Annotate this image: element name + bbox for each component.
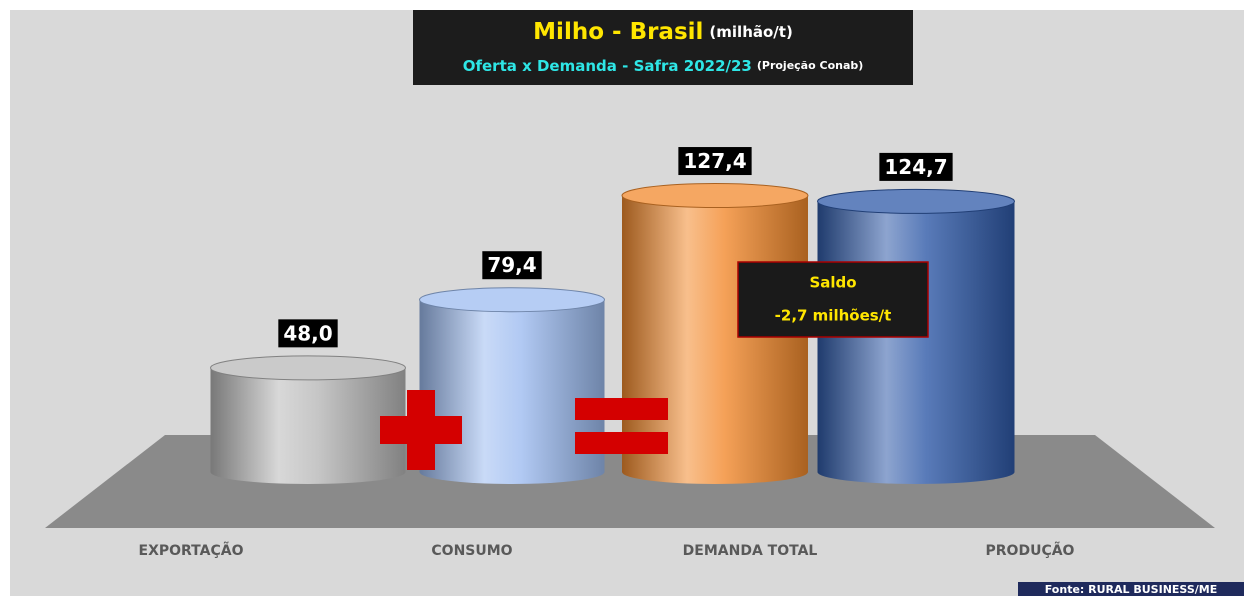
- bar: [419, 299, 605, 485]
- title-text: Milho - Brasil: [533, 19, 703, 45]
- x-tick-label: DEMANDA TOTAL: [683, 543, 818, 559]
- bar-top: [621, 183, 809, 209]
- x-tick-label: PRODUÇÃO: [986, 542, 1075, 559]
- value-label: 79,4: [487, 253, 536, 277]
- subtitle-text: Oferta x Demanda - Safra 2022/23: [463, 57, 752, 75]
- bar-top: [817, 188, 1015, 214]
- subtitle-note: (Projeção Conab): [757, 59, 863, 72]
- title-unit: (milhão/t): [709, 23, 792, 41]
- bar-top: [419, 287, 605, 313]
- annotation-title: Saldo: [809, 274, 856, 292]
- title-box: [413, 10, 913, 85]
- value-label-box: [879, 152, 953, 181]
- annotation-box: [737, 261, 929, 338]
- value-label-box: [678, 147, 752, 176]
- title: Milho - Brasil (milhão/t): [533, 19, 793, 45]
- value-label-box: [278, 319, 338, 348]
- source-box: [1018, 582, 1244, 596]
- value-label-box: [482, 251, 542, 280]
- x-tick-label: EXPORTAÇÃO: [139, 542, 244, 559]
- plus-sign: [380, 390, 462, 470]
- annotation-text: -2,7 milhões/t: [775, 307, 892, 325]
- x-tick-label: CONSUMO: [431, 543, 512, 559]
- bar-top: [210, 355, 406, 381]
- value-label: 127,4: [683, 149, 746, 173]
- equals-sign: [575, 398, 668, 454]
- source: Fonte: RURAL BUSINESS/ME: [1045, 583, 1218, 596]
- value-label: 124,7: [884, 155, 947, 179]
- subtitle: Oferta x Demanda - Safra 2022/23 (Projeçã…: [463, 57, 864, 75]
- value-label: 48,0: [283, 321, 332, 345]
- bar: [210, 367, 406, 485]
- bar: [817, 201, 1015, 485]
